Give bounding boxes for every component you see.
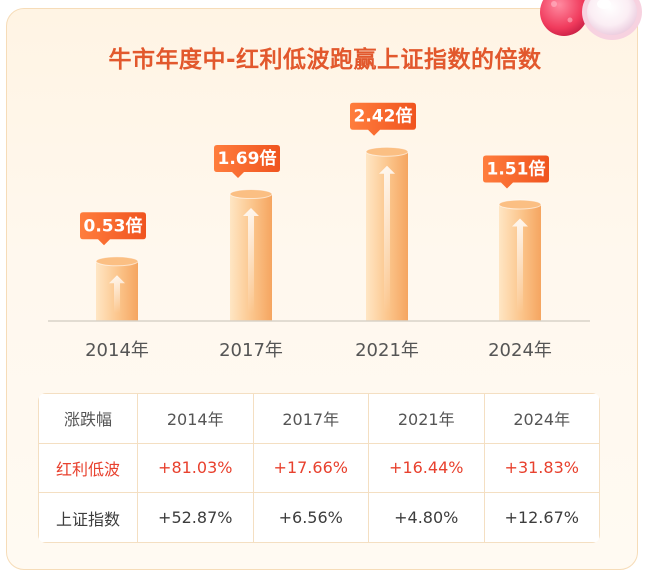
lychee-decoration-icon [540,0,642,40]
bar-top [95,256,139,267]
arrow-up-icon [109,275,125,313]
table-cell: +81.03% [137,442,254,494]
bar-group: 1.51倍 [483,155,549,321]
value-badge [80,212,146,246]
row-label: 上证指数 [38,492,138,543]
x-tick-label: 2024年 [488,340,552,361]
arrow-up-icon [379,165,395,313]
bar-top [498,199,542,210]
data-label: 1.69倍 [218,148,277,169]
data-label: 0.53倍 [84,215,143,236]
table-row: 上证指数 +52.87% +6.56% +4.80% +12.67% [38,492,600,543]
table-cell: +17.66% [252,442,369,494]
bar-top [365,146,409,157]
comparison-table: 涨跌幅 2014年 2017年 2021年 2024年 红利低波 +81.03%… [38,393,600,543]
bar-group: 2.42倍 [350,102,416,321]
table-cell: +16.44% [368,442,485,494]
table-cell: +12.67% [483,492,600,543]
data-label: 1.51倍 [487,158,546,179]
table-header-cell: 2024年 [483,393,600,444]
table-row: 红利低波 +81.03% +17.66% +16.44% +31.83% [38,442,600,494]
table-header-cell: 2014年 [137,393,254,444]
value-badge [214,145,280,179]
table-header-cell: 2017年 [252,393,369,444]
table-cell: +31.83% [483,442,600,494]
x-tick-label: 2017年 [219,340,283,361]
arrow-up-icon [243,208,259,313]
table-cell: +4.80% [368,492,485,543]
table-header-cell: 涨跌幅 [38,393,138,444]
value-badge [350,102,416,136]
bar-chart: 0.53倍 1.69倍 2.42倍 1.51倍 2014年 2017年 2021年 2024… [48,102,590,361]
table-header-row: 涨跌幅 2014年 2017年 2021年 2024年 [38,393,600,444]
table-cell: +6.56% [252,492,369,543]
chart-title: 牛市年度中-红利低波跑赢上证指数的倍数 [108,47,542,73]
table-header-cell: 2021年 [368,393,485,444]
x-tick-label: 2014年 [85,340,149,361]
arrow-up-icon [512,218,528,313]
x-tick-label: 2021年 [355,340,419,361]
bar-top [229,189,273,200]
bar-group: 1.69倍 [214,145,280,321]
bar-group: 0.53倍 [80,212,146,321]
value-badge [483,155,549,189]
data-label: 2.42倍 [354,106,413,127]
table-cell: +52.87% [137,492,254,543]
row-label: 红利低波 [38,442,138,494]
